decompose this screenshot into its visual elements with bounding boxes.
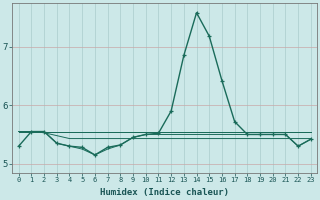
X-axis label: Humidex (Indice chaleur): Humidex (Indice chaleur): [100, 188, 229, 197]
